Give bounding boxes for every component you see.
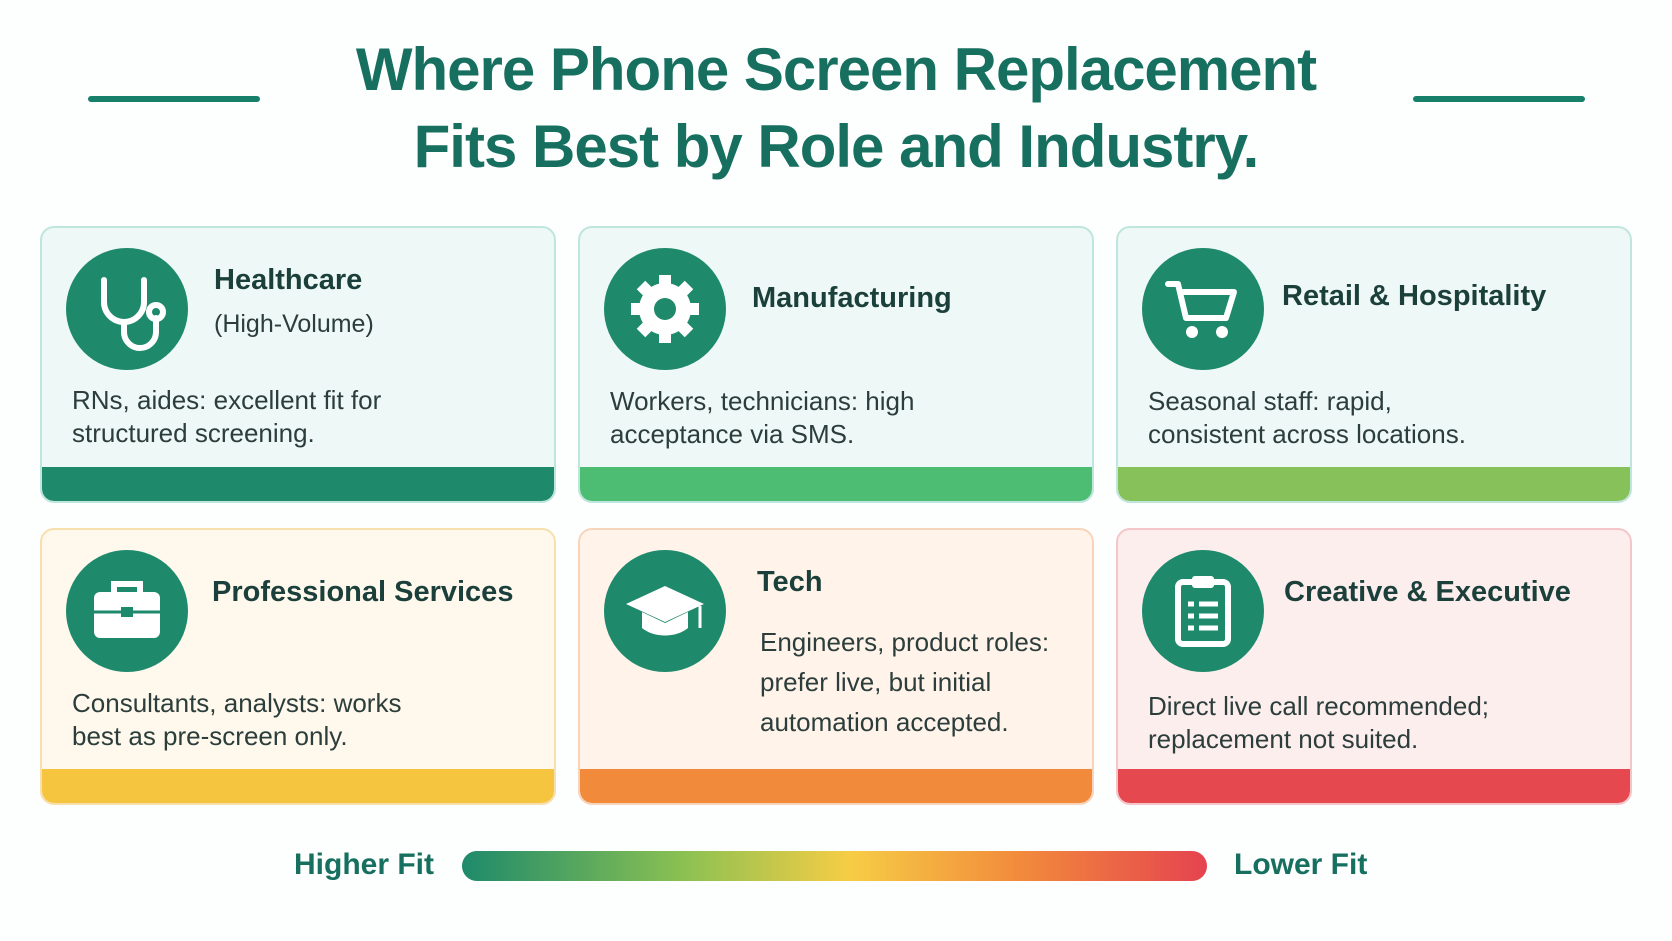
description-line: automation accepted. — [760, 707, 1009, 737]
card: Professional Services Consultants, analy… — [40, 528, 556, 805]
card: Healthcare (High-Volume) RNs, aides: exc… — [40, 226, 556, 503]
card-description: Consultants, analysts: works best as pre-… — [72, 687, 401, 753]
fit-bar — [1118, 769, 1630, 803]
card-heading: Healthcare — [214, 264, 363, 296]
card-description: RNs, aides: excellent fit for structured … — [72, 384, 381, 450]
icon — [604, 248, 726, 370]
description-line: replacement not suited. — [1148, 724, 1419, 754]
icon — [1142, 550, 1264, 672]
legend-high: Higher Fit — [294, 848, 434, 881]
icon — [66, 550, 188, 672]
fit-bar — [1118, 467, 1630, 501]
card-subheading: (High-Volume) — [214, 310, 374, 338]
card-description: Seasonal staff: rapid, consistent across … — [1148, 385, 1466, 451]
legend-low: Lower Fit — [1234, 848, 1368, 881]
card-heading: Professional Services — [212, 576, 514, 608]
card-heading: Retail & Hospitality — [1282, 280, 1547, 312]
card: Manufacturing Workers, technicians: high… — [578, 226, 1094, 503]
card-description: Engineers, product roles: prefer live, bu… — [760, 622, 1049, 742]
fit-bar — [42, 467, 554, 501]
title-line: Fits Best by Role and Industry. — [413, 113, 1260, 180]
description-line: structured screening. — [72, 418, 315, 448]
description-line: Direct live call recommended; — [1148, 691, 1490, 721]
fit-gradient — [462, 851, 1207, 881]
description-line: prefer live, but initial — [760, 667, 992, 697]
description-line: RNs, aides: excellent fit for — [72, 385, 382, 415]
fit-bar — [580, 769, 1092, 803]
description-line: Consultants, analysts: works — [72, 688, 402, 718]
card-heading: Creative & Executive — [1284, 576, 1571, 608]
description-line: best as pre-screen only. — [72, 721, 348, 751]
card-heading: Tech — [757, 566, 823, 598]
description-line: acceptance via SMS. — [610, 419, 855, 449]
fit-bar — [580, 467, 1092, 501]
title-rule — [88, 96, 260, 102]
card: Creative & Executive Direct live call re… — [1116, 528, 1632, 805]
fit-bar — [42, 769, 554, 803]
card: Tech Engineers, product roles: prefer liv… — [578, 528, 1094, 805]
card-heading: Manufacturing — [752, 282, 952, 314]
description-line: Seasonal staff: rapid, — [1148, 386, 1392, 416]
card: Retail & Hospitality Seasonal staff: rap… — [1116, 226, 1632, 503]
icon — [1142, 248, 1264, 370]
title-line: Where Phone Screen Replacement — [355, 36, 1317, 103]
icon — [604, 550, 726, 672]
card-description: Workers, technicians: high acceptance via… — [610, 385, 914, 451]
description-line: Workers, technicians: high — [610, 386, 915, 416]
title-rule — [1413, 96, 1585, 102]
description-line: Engineers, product roles: — [760, 627, 1050, 657]
card-description: Direct live call recommended; replacement… — [1148, 690, 1489, 756]
icon — [66, 248, 188, 370]
description-line: consistent across locations. — [1148, 419, 1466, 449]
